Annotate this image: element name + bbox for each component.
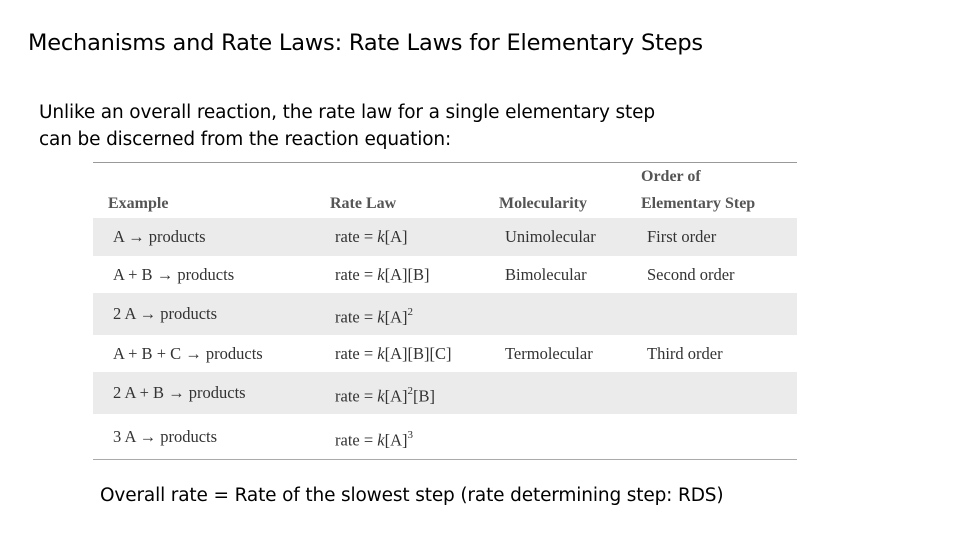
rate-concentrations: [A][B][C] (384, 344, 452, 363)
rate-constant: k (377, 386, 385, 406)
table-header: Example Rate Law Molecularity Order of E… (93, 163, 797, 218)
intro-text: Unlike an overall reaction, the rate law… (39, 99, 759, 153)
rate-concentrations: [A] (384, 227, 408, 246)
intro-line-1: Unlike an overall reaction, the rate law… (39, 102, 655, 123)
rate-prefix: rate = (335, 227, 378, 246)
table-row: A + B + C → products rate = k[A][B][C] Ter… (93, 335, 797, 372)
rate-constant: k (377, 430, 385, 450)
cell-rate-law: rate = k[A][B] (335, 265, 430, 285)
cell-example: 3 A → products (113, 427, 218, 446)
table-row: 2 A → products rate = k[A]2 (93, 293, 797, 335)
rate-prefix: rate = (335, 430, 378, 450)
cell-example: A + B → products (113, 265, 235, 284)
rate-concentrations: [A][B] (384, 265, 430, 284)
table-top-rule (93, 162, 797, 163)
cell-molecularity: Bimolecular (505, 265, 587, 284)
cell-rate-law: rate = k[A]2[B] (335, 385, 436, 407)
cell-order: Third order (647, 344, 723, 363)
cell-rate-law: rate = k[A]2 (335, 306, 414, 328)
cell-rate-law: rate = k[A] (335, 227, 408, 247)
intro-line-2: can be discerned from the reaction equat… (39, 129, 452, 150)
rate-exponent: 2 (407, 385, 414, 397)
header-order-line1: Order of (641, 168, 701, 185)
cell-example: 2 A → products (113, 304, 218, 323)
rate-constant: k (377, 344, 385, 363)
rate-prefix: rate = (335, 265, 378, 284)
cell-molecularity: Unimolecular (505, 227, 596, 246)
cell-order: First order (647, 227, 717, 246)
rate-law-table: Example Rate Law Molecularity Order of E… (93, 162, 797, 460)
cell-example: 2 A + B → products (113, 383, 246, 402)
header-order-line2: Elementary Step (641, 195, 756, 212)
cell-rate-law: rate = k[A]3 (335, 429, 414, 451)
footer-note: Overall rate = Rate of the slowest step … (100, 485, 724, 506)
rate-exponent: 2 (407, 306, 414, 318)
rate-prefix: rate = (335, 307, 378, 327)
table-row: 2 A + B → products rate = k[A]2[B] (93, 372, 797, 414)
rate-concentrations: [A] (384, 430, 408, 450)
table-bottom-rule (93, 459, 797, 460)
rate-constant: k (377, 227, 385, 246)
rate-prefix: rate = (335, 386, 378, 406)
slide-title: Mechanisms and Rate Laws: Rate Laws for … (28, 30, 703, 56)
rate-concentrations: [A] (384, 386, 408, 406)
cell-rate-law: rate = k[A][B][C] (335, 344, 452, 364)
table-body: A → products rate = k[A] Unimolecular First… (93, 218, 797, 459)
table-row: 3 A → products rate = k[A]3 (93, 414, 797, 459)
rate-concentrations: [A] (384, 307, 408, 327)
table-row: A + B → products rate = k[A][B] Bimolecula… (93, 256, 797, 293)
cell-molecularity: Termolecular (505, 344, 593, 363)
rate-exponent: 3 (407, 429, 414, 441)
cell-order: Second order (647, 265, 735, 284)
header-rate-law: Rate Law (330, 195, 397, 212)
rate-prefix: rate = (335, 344, 378, 363)
rate-constant: k (377, 307, 385, 327)
rate-suffix: [B] (413, 386, 436, 406)
header-molecularity: Molecularity (499, 195, 587, 212)
rate-constant: k (377, 265, 385, 284)
header-example: Example (108, 195, 169, 212)
cell-example: A + B + C → products (113, 344, 263, 363)
cell-example: A → products (113, 227, 206, 246)
table-row: A → products rate = k[A] Unimolecular First… (93, 218, 797, 256)
